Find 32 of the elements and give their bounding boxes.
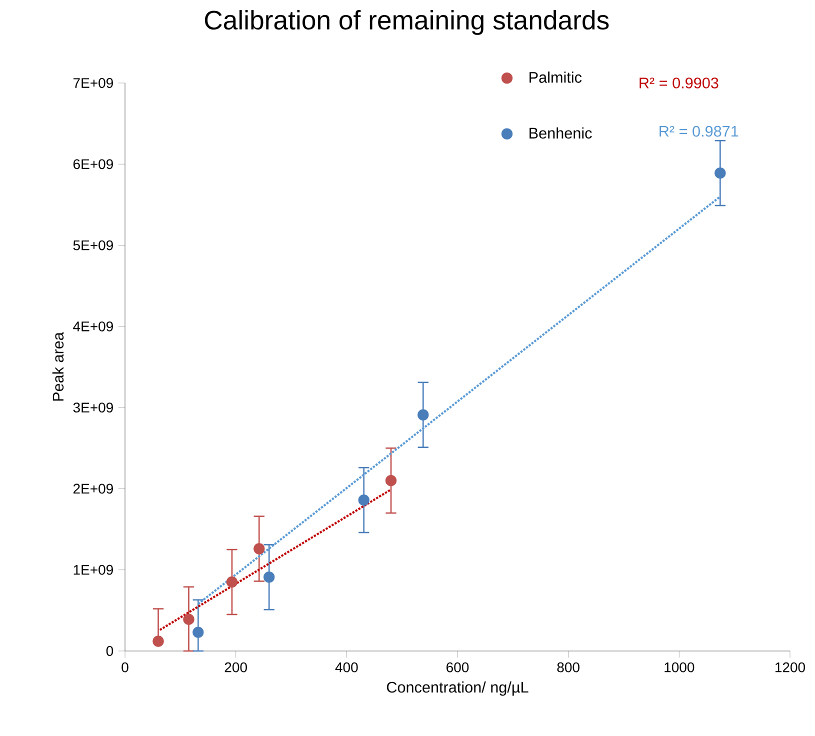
- point: [385, 474, 397, 486]
- y-tick-label: 7E+09: [73, 78, 113, 88]
- x-tick-label: 0: [122, 662, 128, 672]
- x-tick-label: 1200: [775, 662, 806, 672]
- point: [226, 576, 238, 588]
- y-tick-label: 2E+09: [73, 484, 113, 494]
- point: [183, 614, 194, 625]
- x-tick-label: 400: [335, 662, 358, 672]
- y-tick-label: 6E+09: [73, 159, 113, 170]
- point: [192, 626, 204, 638]
- chart-title: Calibration of remaining standards: [204, 10, 609, 35]
- y-tick-label: 5E+09: [73, 240, 113, 250]
- point: [263, 572, 275, 583]
- legend-label: Palmitic: [530, 72, 582, 83]
- y-axis-title: Peak area: [52, 332, 64, 401]
- x-axis-title: Concentration/ ng/µL: [386, 681, 528, 696]
- x-tick-label: 800: [557, 662, 580, 672]
- point: [714, 167, 726, 179]
- y-tick-label: 1E+09: [74, 564, 113, 575]
- x-tick-label: 600: [446, 662, 469, 672]
- point: [358, 494, 370, 506]
- point: [418, 409, 429, 420]
- point: [254, 543, 265, 554]
- x-tick-label: 1000: [664, 662, 694, 672]
- y-tick-label: 0: [106, 646, 114, 656]
- text: R² = 0.9871: [660, 126, 738, 137]
- x-tick-label: 200: [224, 662, 247, 672]
- legend-label: Benhenic: [530, 127, 592, 139]
- text: R² = 0.9903: [640, 78, 718, 88]
- point: [152, 636, 164, 647]
- y-tick-label: 3E+09: [73, 402, 113, 413]
- y-tick-label: 4E+09: [73, 321, 113, 332]
